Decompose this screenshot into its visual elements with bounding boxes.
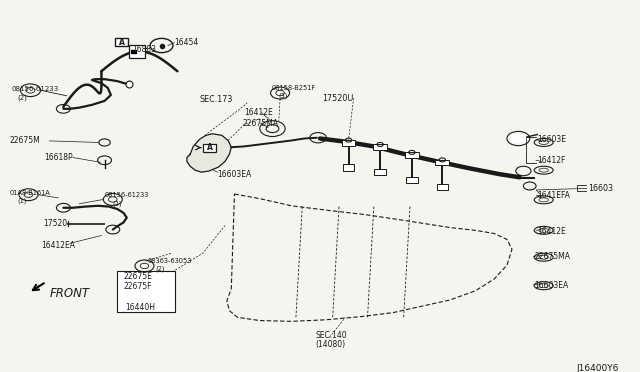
Text: 01A8-B161A: 01A8-B161A: [10, 190, 51, 196]
Polygon shape: [131, 50, 136, 54]
Text: 1641EFA: 1641EFA: [538, 191, 570, 200]
Text: 16603: 16603: [588, 184, 613, 193]
Text: 22675MA: 22675MA: [534, 252, 570, 261]
FancyBboxPatch shape: [115, 38, 128, 46]
FancyBboxPatch shape: [204, 144, 216, 151]
Text: 08158-B251F: 08158-B251F: [271, 85, 316, 91]
Text: SEC.173: SEC.173: [200, 95, 233, 104]
Text: 22675F: 22675F: [124, 282, 152, 291]
Text: 08156-61233: 08156-61233: [104, 192, 149, 199]
FancyBboxPatch shape: [117, 271, 175, 312]
FancyBboxPatch shape: [436, 184, 448, 190]
Text: 16412F: 16412F: [538, 156, 566, 165]
Text: A: A: [207, 143, 212, 152]
Text: 22675MA: 22675MA: [243, 119, 278, 128]
Text: FRONT: FRONT: [49, 287, 90, 300]
Text: 17520: 17520: [43, 219, 67, 228]
Text: 17520U: 17520U: [322, 94, 353, 103]
Text: (2): (2): [156, 266, 164, 272]
FancyBboxPatch shape: [374, 169, 386, 175]
Text: 16454: 16454: [174, 38, 198, 47]
Text: SEC.140: SEC.140: [316, 331, 347, 340]
Text: 16603EA: 16603EA: [218, 170, 252, 179]
FancyBboxPatch shape: [129, 45, 145, 58]
Text: 16603E: 16603E: [538, 135, 566, 144]
Text: (2): (2): [18, 95, 28, 102]
FancyBboxPatch shape: [343, 164, 354, 171]
Polygon shape: [187, 134, 231, 172]
Text: (1): (1): [18, 198, 27, 204]
Text: 16412E: 16412E: [538, 227, 566, 236]
FancyBboxPatch shape: [406, 176, 417, 183]
Text: 08363-63053: 08363-63053: [148, 258, 192, 264]
Text: A: A: [119, 38, 125, 47]
Text: (3): (3): [279, 93, 288, 99]
Text: (2): (2): [112, 200, 122, 207]
FancyBboxPatch shape: [435, 160, 449, 166]
Text: 16603EA: 16603EA: [534, 281, 568, 290]
Text: 16883: 16883: [132, 45, 156, 54]
Polygon shape: [512, 135, 525, 142]
Text: 22675E: 22675E: [124, 272, 152, 281]
Text: 16412EA: 16412EA: [41, 241, 75, 250]
Text: 16412E: 16412E: [244, 108, 273, 117]
FancyBboxPatch shape: [373, 144, 387, 150]
Text: 16618P: 16618P: [44, 153, 73, 162]
Text: 16440H: 16440H: [125, 304, 155, 312]
Text: J16400Y6: J16400Y6: [577, 364, 619, 372]
Text: (14080): (14080): [316, 340, 346, 349]
FancyBboxPatch shape: [342, 140, 355, 145]
Text: 08156-61233: 08156-61233: [12, 86, 59, 92]
Text: 22675M: 22675M: [10, 137, 40, 145]
FancyBboxPatch shape: [405, 153, 419, 158]
